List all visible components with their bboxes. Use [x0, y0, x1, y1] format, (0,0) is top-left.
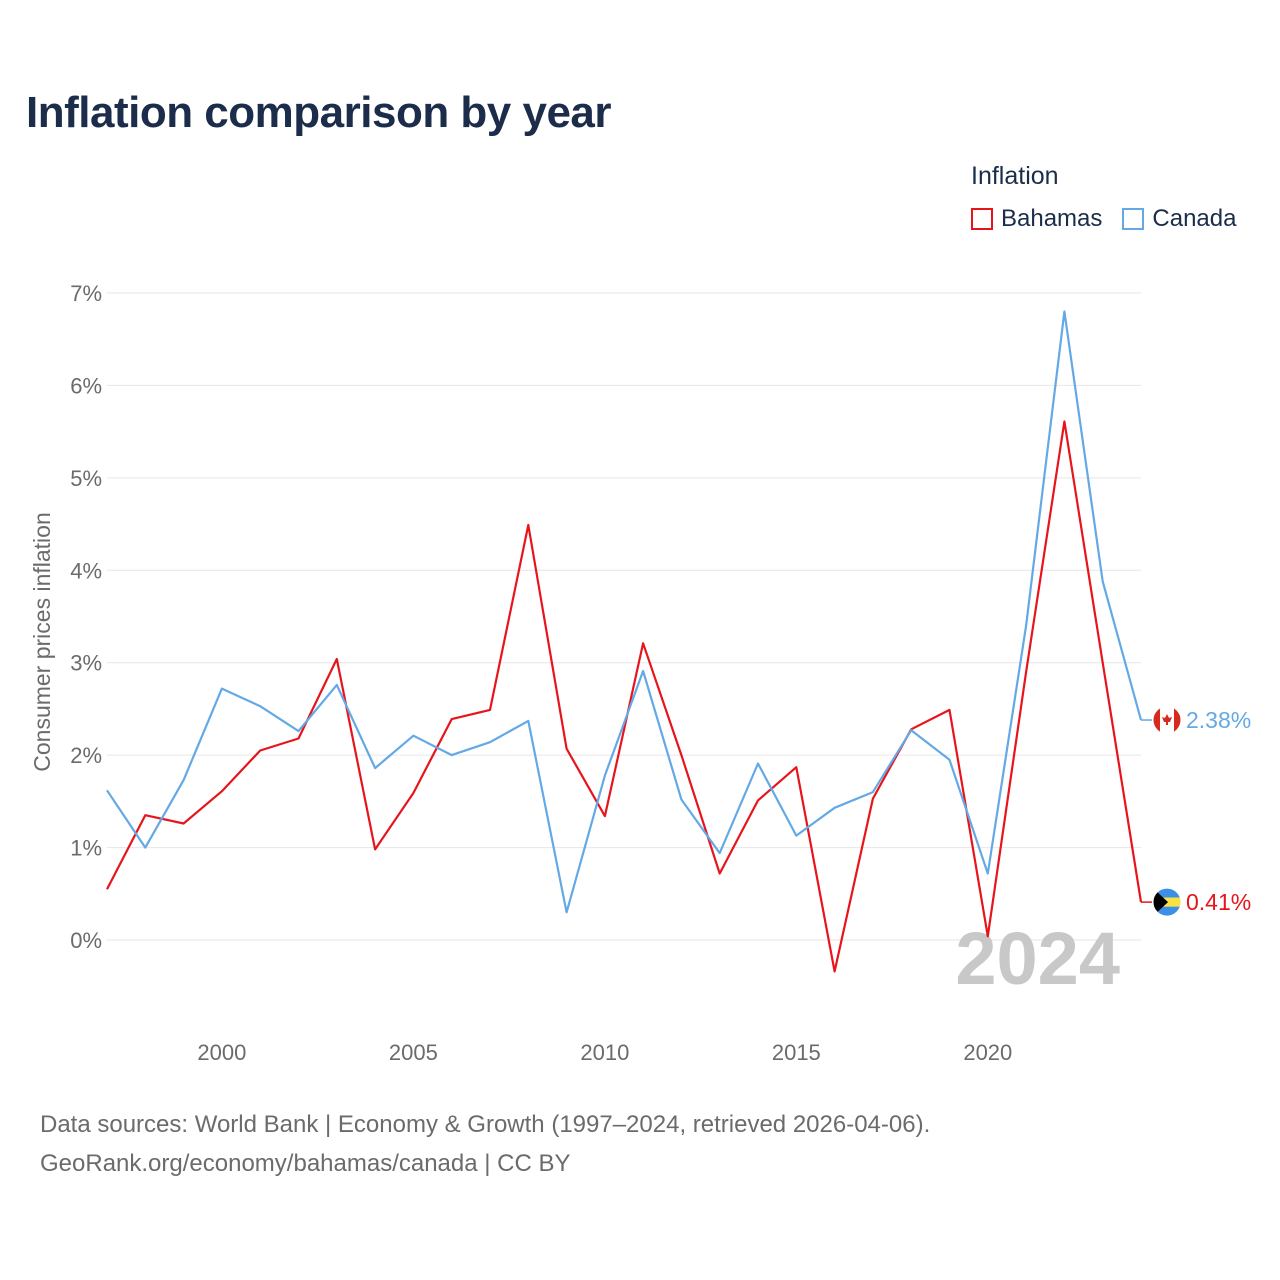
year-watermark: 2024 [955, 917, 1120, 1000]
x-tick-label: 2005 [389, 1040, 438, 1065]
source-note: Data sources: World Bank | Economy & Gro… [40, 1105, 930, 1183]
legend-item-canada[interactable]: Canada [1122, 205, 1236, 233]
y-tick-label: 6% [70, 373, 102, 398]
end-markers: 0.41% 2.38% [1141, 705, 1251, 917]
x-tick-label: 2015 [772, 1040, 821, 1065]
series-line-canada[interactable] [106, 310, 1143, 914]
end-value-label-canada: 2.38% [1186, 707, 1251, 733]
canada-flag-icon [1152, 705, 1182, 735]
end-value-label-bahamas: 0.41% [1186, 889, 1251, 915]
chart-title: Inflation comparison by year [26, 88, 612, 137]
x-tick-label: 2000 [197, 1040, 246, 1065]
y-tick-label: 2% [70, 743, 102, 768]
source-line-1: Data sources: World Bank | Economy & Gro… [40, 1111, 931, 1138]
y-tick-label: 0% [70, 928, 102, 953]
source-line-2[interactable]: GeoRank.org/economy/bahamas/canada | CC … [40, 1150, 571, 1177]
y-tick-label: 4% [70, 558, 102, 583]
legend-label-canada: Canada [1152, 205, 1237, 232]
legend-item-bahamas[interactable]: Bahamas [971, 205, 1102, 233]
legend-title: Inflation [971, 162, 1059, 190]
y-tick-label: 7% [70, 281, 102, 306]
x-tick-label: 2010 [580, 1040, 629, 1065]
y-tick-label: 3% [70, 651, 102, 676]
series-lines [106, 310, 1143, 973]
y-tick-label: 1% [70, 836, 102, 861]
series-line-bahamas[interactable] [106, 420, 1143, 973]
legend-label-bahamas: Bahamas [1001, 205, 1103, 232]
legend-swatch-canada [1122, 208, 1145, 230]
y-axis-label: Consumer prices inflation [29, 512, 55, 772]
grid-lines [107, 292, 1141, 941]
legend-swatch-bahamas [971, 208, 993, 230]
y-tick-label: 5% [70, 466, 102, 491]
bahamas-flag-icon [1152, 887, 1182, 917]
x-axis-ticks: 2000 2005 2010 2015 2020 [197, 1040, 1012, 1065]
y-axis-ticks: 0% 1% 2% 3% 4% 5% 6% 7% [70, 281, 102, 953]
legend: Inflation Bahamas Canada [971, 162, 1256, 233]
x-tick-label: 2020 [963, 1040, 1012, 1065]
